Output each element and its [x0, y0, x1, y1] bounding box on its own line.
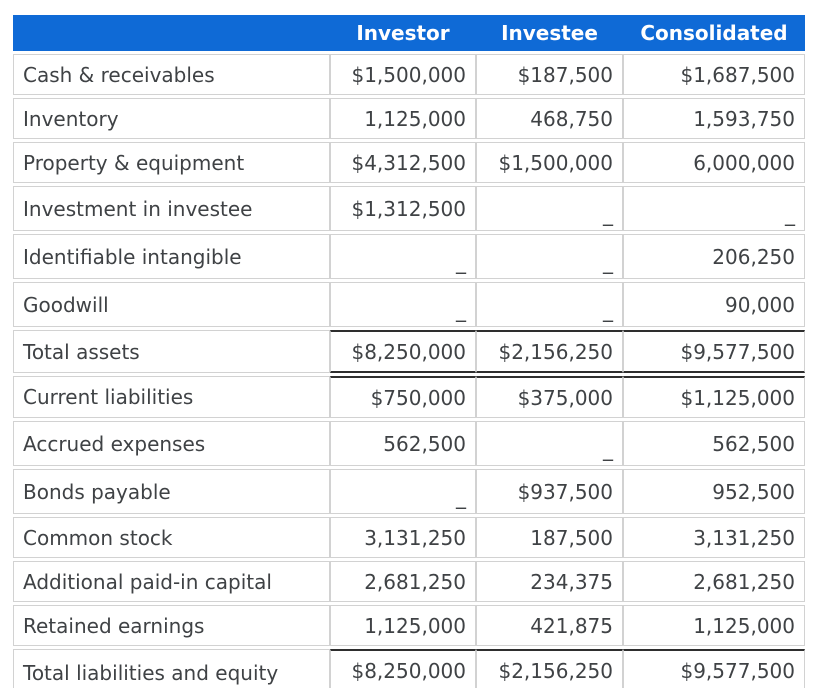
row-label: Goodwill: [13, 282, 330, 327]
investor-value: _: [330, 469, 476, 514]
consolidated-value: _: [623, 186, 805, 231]
investor-value: $4,312,500: [330, 142, 476, 183]
row-label: Inventory: [13, 98, 330, 139]
table-row: Current liabilities $750,000 $375,000 $1,12…: [13, 376, 805, 418]
table-row: Accrued expenses 562,500 _ 562,500: [13, 421, 805, 466]
consolidated-value: $1,687,500: [623, 54, 805, 95]
row-label: Cash & receivables: [13, 54, 330, 95]
table-row: Total assets $8,250,000 $2,156,250 $9,577,5…: [13, 330, 805, 373]
investee-value: _: [476, 421, 623, 466]
header-cell-consolidated: Consolidated: [623, 15, 805, 51]
table-row: Bonds payable _ $937,500 952,500: [13, 469, 805, 514]
investor-value: $8,250,000: [330, 330, 476, 373]
consolidated-value: $9,577,500: [623, 330, 805, 373]
row-label: Current liabilities: [13, 376, 330, 418]
investor-value: 562,500: [330, 421, 476, 466]
investor-value: 1,125,000: [330, 605, 476, 646]
consolidated-value: 90,000: [623, 282, 805, 327]
investee-value: $1,500,000: [476, 142, 623, 183]
investee-value: 468,750: [476, 98, 623, 139]
row-label: Accrued expenses: [13, 421, 330, 466]
investee-value: 421,875: [476, 605, 623, 646]
consolidated-value: 1,125,000: [623, 605, 805, 646]
table-row: Property & equipment $4,312,500 $1,500,000…: [13, 142, 805, 183]
table-row: Cash & receivables $1,500,000 $187,500 $1,6…: [13, 54, 805, 95]
header-cell-investor: Investor: [330, 15, 476, 51]
row-label: Retained earnings: [13, 605, 330, 646]
row-label: Investment in investee: [13, 186, 330, 231]
investor-value: $1,312,500: [330, 186, 476, 231]
investee-value: $187,500: [476, 54, 623, 95]
table-row: Inventory 1,125,000 468,750 1,593,750: [13, 98, 805, 139]
header-cell-blank: [13, 15, 330, 51]
header-row: Investor Investee Consolidated: [13, 15, 805, 51]
table-row: Goodwill _ _ 90,000: [13, 282, 805, 327]
investee-value: _: [476, 186, 623, 231]
investee-value: $2,156,250: [476, 649, 623, 688]
table-row: Identifiable intangible _ _ 206,250: [13, 234, 805, 279]
row-label: Total liabilities and equity: [13, 649, 330, 688]
header-cell-investee: Investee: [476, 15, 623, 51]
row-label: Bonds payable: [13, 469, 330, 514]
investee-value: _: [476, 234, 623, 279]
investor-value: _: [330, 234, 476, 279]
table-body: Cash & receivables $1,500,000 $187,500 $1,6…: [13, 54, 805, 688]
investor-value: 3,131,250: [330, 517, 476, 558]
consolidated-value: $1,125,000: [623, 376, 805, 418]
row-label: Additional paid-in capital: [13, 561, 330, 602]
investor-value: $750,000: [330, 376, 476, 418]
investee-value: _: [476, 282, 623, 327]
investor-value: 1,125,000: [330, 98, 476, 139]
row-label: Identifiable intangible: [13, 234, 330, 279]
table-row: Retained earnings 1,125,000 421,875 1,125,0…: [13, 605, 805, 646]
table-row: Common stock 3,131,250 187,500 3,131,250: [13, 517, 805, 558]
row-label: Common stock: [13, 517, 330, 558]
consolidated-value: 206,250: [623, 234, 805, 279]
investor-value: $1,500,000: [330, 54, 476, 95]
table-row: Investment in investee $1,312,500 _ _: [13, 186, 805, 231]
table-row: Additional paid-in capital 2,681,250 234,3…: [13, 561, 805, 602]
row-label: Total assets: [13, 330, 330, 373]
investee-value: 234,375: [476, 561, 623, 602]
row-label: Property & equipment: [13, 142, 330, 183]
consolidation-balance-sheet-table: Investor Investee Consolidated Cash & re…: [13, 12, 805, 688]
table-row: Total liabilities and equity $8,250,000 $2…: [13, 649, 805, 688]
consolidated-value: 562,500: [623, 421, 805, 466]
consolidated-value: 1,593,750: [623, 98, 805, 139]
consolidated-value: 6,000,000: [623, 142, 805, 183]
investor-value: $8,250,000: [330, 649, 476, 688]
investor-value: _: [330, 282, 476, 327]
investee-value: $2,156,250: [476, 330, 623, 373]
consolidated-value: 2,681,250: [623, 561, 805, 602]
investee-value: 187,500: [476, 517, 623, 558]
investee-value: $375,000: [476, 376, 623, 418]
consolidated-value: $9,577,500: [623, 649, 805, 688]
investor-value: 2,681,250: [330, 561, 476, 602]
consolidated-value: 3,131,250: [623, 517, 805, 558]
consolidated-value: 952,500: [623, 469, 805, 514]
investee-value: $937,500: [476, 469, 623, 514]
